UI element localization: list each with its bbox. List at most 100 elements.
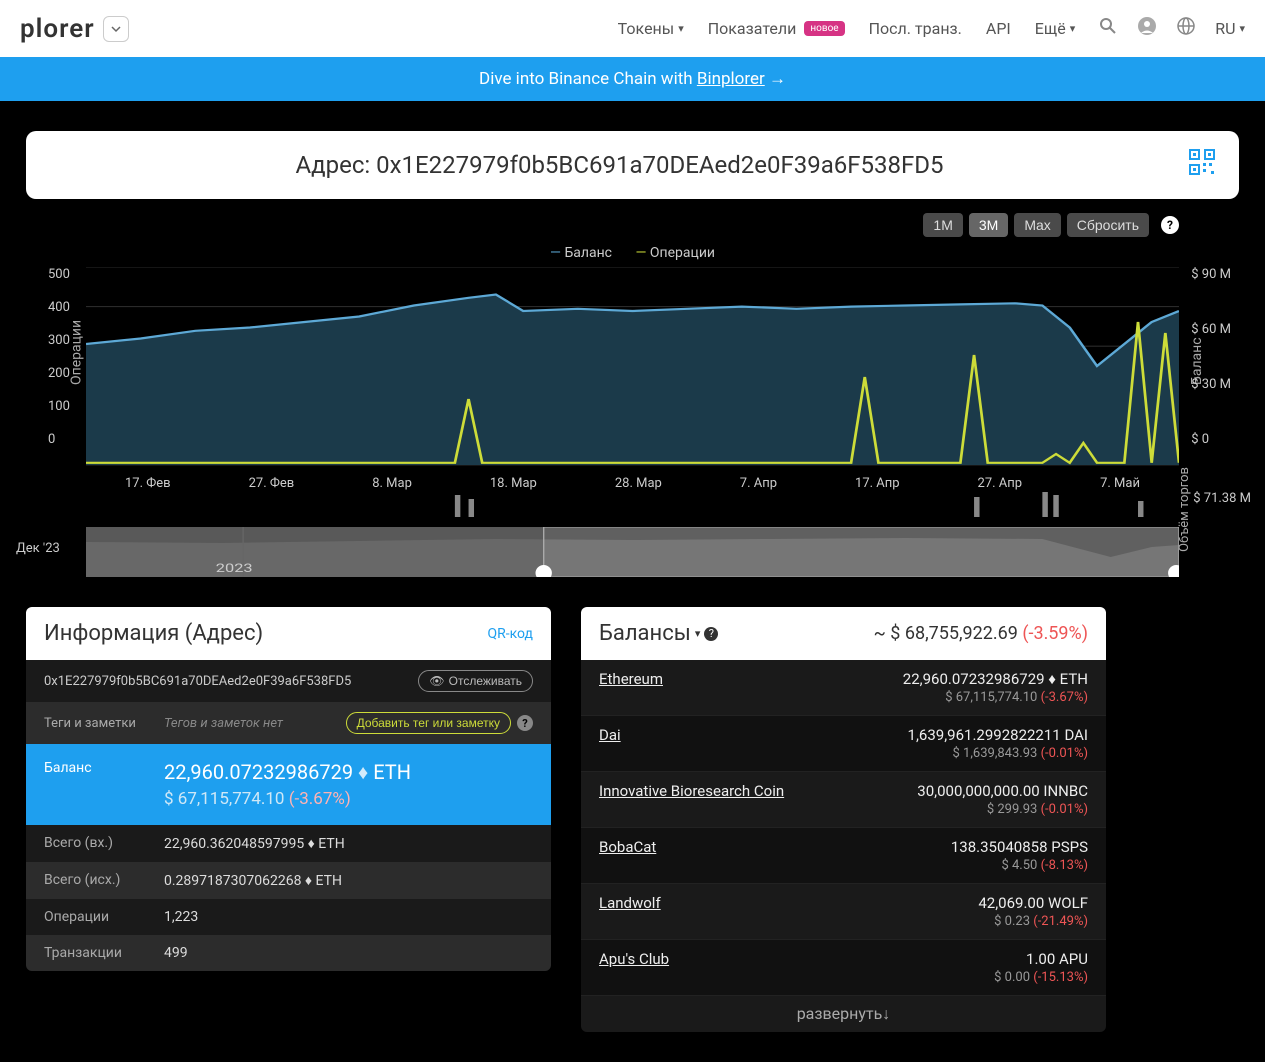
balance-label: Баланс (44, 760, 164, 809)
balance-item-usd: $ 67,115,774.10 (-3.67%) (903, 690, 1088, 705)
main-content: Адрес: 0x1E227979f0b5BC691a70DEAed2e0F39… (0, 101, 1265, 1062)
nav-more[interactable]: Ещё▾ (1035, 19, 1075, 38)
balance-item-amount: 22,960.07232986729 ♦ ETH (903, 670, 1088, 688)
banner-link[interactable]: Binplorer (697, 69, 765, 89)
balance-item-name[interactable]: Innovative Bioresearch Coin (599, 782, 784, 800)
nav-api[interactable]: API (986, 19, 1011, 38)
volume-tick: $ 71.38 M (1193, 491, 1251, 506)
banner-text: Dive into Binance Chain with (479, 69, 697, 89)
y-left-label: Операции (69, 320, 85, 385)
tags-label: Теги и заметки (44, 716, 164, 731)
add-tag-button[interactable]: Добавить тег или заметку (346, 712, 511, 734)
help-icon[interactable]: ? (1161, 216, 1179, 234)
balance-item: Innovative Bioresearch Coin 30,000,000,00… (581, 772, 1106, 828)
panels: Информация (Адрес) QR-код 0x1E227979f0b5… (26, 607, 1239, 1032)
info-row-value: 1,223 (164, 909, 533, 925)
track-button[interactable]: 👁Отслеживать (418, 670, 533, 692)
globe-icon[interactable] (1177, 17, 1195, 40)
nav-latest-tx[interactable]: Посл. транз. (869, 19, 962, 38)
balance-item-amount: 138.35040858 PSPS (951, 838, 1088, 856)
chart-svg (86, 267, 1179, 487)
tags-none: Тегов и заметок нет (164, 716, 346, 731)
nav-tokens[interactable]: Токены▾ (618, 19, 684, 38)
user-icon[interactable] (1137, 16, 1157, 41)
balances-total: ~ $ 68,755,922.69 (-3.59%) (874, 623, 1088, 644)
info-row-label: Операции (44, 909, 164, 925)
legend-balance[interactable]: — Баланс (550, 245, 612, 261)
y-left-ticks: 5004003002001000 (48, 267, 70, 447)
chart-controls: 1M 3M Max Сбросить ? (26, 213, 1239, 237)
info-row: Транзакции499 (26, 935, 551, 971)
balance-item: Landwolf 42,069.00 WOLF $ 0.23 (-21.49%) (581, 884, 1106, 940)
chart-navigator[interactable]: Дек '23 2023 (86, 527, 1179, 577)
logo-dropdown[interactable] (103, 16, 129, 42)
info-row: Операции1,223 (26, 899, 551, 935)
balance-item-usd: $ 0.00 (-15.13%) (994, 970, 1088, 985)
expand-link[interactable]: развернуть↓ (581, 996, 1106, 1032)
info-address-value: 0x1E227979f0b5BC691a70DEAed2e0F39a6F538F… (44, 674, 351, 689)
volume-axis-label: Объём торгов (1177, 467, 1192, 552)
balance-item-amount: 1,639,961.2992822211 DAI (908, 726, 1088, 744)
qr-icon[interactable] (1189, 149, 1215, 181)
info-row-value: 499 (164, 945, 533, 961)
balance-item-usd: $ 0.23 (-21.49%) (978, 914, 1088, 929)
nav-icons: RU ▾ (1099, 16, 1245, 41)
balance-item-name[interactable]: Ethereum (599, 670, 663, 688)
balance-item-amount: 30,000,000,000.00 INNBC (917, 782, 1088, 800)
range-3m-button[interactable]: 3M (969, 213, 1008, 237)
navigator-label: Дек '23 (16, 541, 60, 556)
range-1m-button[interactable]: 1M (923, 213, 962, 237)
legend-ops[interactable]: — Операции (635, 245, 715, 261)
address-text: Адрес: 0x1E227979f0b5BC691a70DEAed2e0F39… (50, 151, 1189, 179)
address-card: Адрес: 0x1E227979f0b5BC691a70DEAed2e0F39… (26, 131, 1239, 199)
eye-icon: 👁 (429, 674, 444, 688)
range-max-button[interactable]: Max (1014, 213, 1060, 237)
qr-link[interactable]: QR-код (488, 626, 534, 642)
volume-row: $ 71.38 M Объём торгов (86, 487, 1179, 517)
info-row-label: Всего (исх.) (44, 872, 164, 889)
balance-row: Баланс 22,960.07232986729 ♦ ETH $ 67,115… (26, 744, 551, 825)
promo-banner: Dive into Binance Chain with Binplorer → (0, 57, 1265, 101)
info-title: Информация (Адрес) (44, 621, 263, 646)
info-row: Всего (вх.)22,960.362048597995 ♦ ETH (26, 825, 551, 862)
info-row-value: 22,960.362048597995 ♦ ETH (164, 835, 533, 852)
nav-links: Токены▾ Показателиновое Посл. транз. API… (618, 16, 1245, 41)
main-chart[interactable]: Операции Баланс 5004003002001000 $ 90 M$… (86, 267, 1179, 487)
balance-item: Dai1,639,961.2992822211 DAI$ 1,639,843.9… (581, 716, 1106, 772)
balance-item-amount: 42,069.00 WOLF (978, 894, 1088, 912)
chevron-down-icon (110, 23, 122, 35)
balance-item-usd: $ 4.50 (-8.13%) (951, 858, 1088, 873)
chart-legend: — Баланс — Операции (26, 245, 1239, 261)
y-right-ticks: $ 90 M$ 60 M$ 30 M$ 0 (1191, 267, 1231, 447)
balances-header: Балансы▾? ~ $ 68,755,922.69 (-3.59%) (581, 607, 1106, 660)
info-row-label: Всего (вх.) (44, 835, 164, 852)
balance-item-name[interactable]: Dai (599, 726, 621, 744)
new-badge: новое (804, 21, 844, 36)
nav-metrics[interactable]: Показателиновое (708, 19, 845, 38)
balance-item-name[interactable]: BobaCat (599, 838, 656, 856)
range-reset-button[interactable]: Сбросить (1067, 213, 1149, 237)
info-row: Всего (исх.)0.2897187307062268 ♦ ETH (26, 862, 551, 899)
info-row-label: Транзакции (44, 945, 164, 961)
balance-eth: 22,960.07232986729 ♦ ETH (164, 760, 533, 785)
balance-item-amount: 1.00 APU (994, 950, 1088, 968)
svg-text:2023: 2023 (216, 561, 253, 575)
balance-item: BobaCat 138.35040858 PSPS $ 4.50 (-8.13%) (581, 828, 1106, 884)
help-icon[interactable]: ? (704, 627, 718, 641)
info-panel: Информация (Адрес) QR-код 0x1E227979f0b5… (26, 607, 551, 971)
arrow-right-icon: → (769, 69, 786, 89)
tags-row: Теги и заметки Тегов и заметок нет Добав… (26, 702, 551, 744)
info-address-row: 0x1E227979f0b5BC691a70DEAed2e0F39a6F538F… (26, 660, 551, 702)
balance-item-name[interactable]: Apu's Club (599, 950, 669, 968)
logo-area: plorer (20, 14, 129, 44)
balance-item-name[interactable]: Landwolf (599, 894, 661, 912)
balance-item-usd: $ 299.93 (-0.01%) (917, 802, 1088, 817)
help-icon[interactable]: ? (517, 715, 533, 731)
balance-item: Ethereum 22,960.07232986729 ♦ ETH $ 67,115… (581, 660, 1106, 716)
info-header: Информация (Адрес) QR-код (26, 607, 551, 660)
balances-title[interactable]: Балансы▾? (599, 621, 718, 646)
lang-selector[interactable]: RU ▾ (1215, 19, 1245, 38)
search-icon[interactable] (1099, 17, 1117, 40)
balance-item: Apu's Club 1.00 APU $ 0.00 (-15.13%) (581, 940, 1106, 996)
balance-usd: $ 67,115,774.10 (-3.67%) (164, 789, 533, 809)
